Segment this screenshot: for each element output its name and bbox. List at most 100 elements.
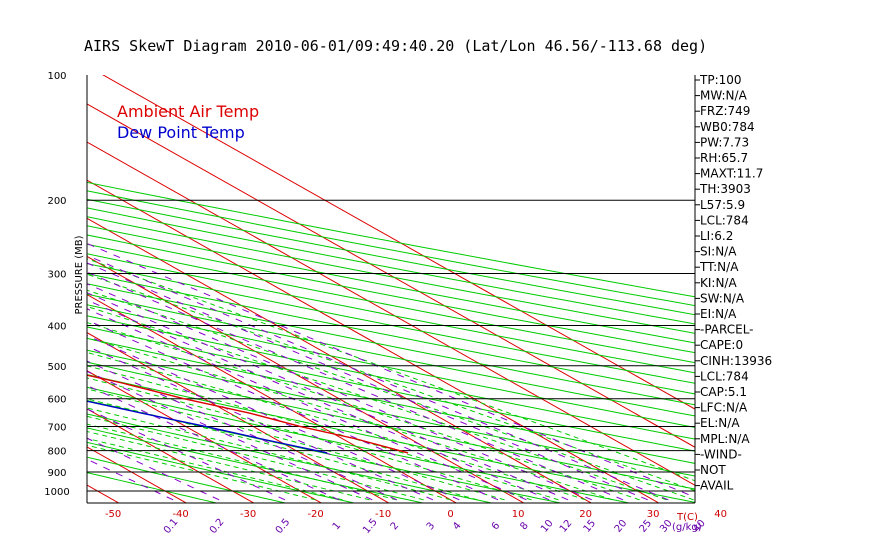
moist-adiabat-line (87, 322, 640, 501)
index-item: -PARCEL- (700, 323, 754, 337)
isotherm-line (87, 293, 458, 503)
pressure-tick-label: 400 (47, 321, 66, 332)
mixing-ratio-line (87, 262, 648, 501)
dry-adiabat-line (87, 374, 695, 503)
mixing-ratio-unit: (g/kg) (672, 522, 702, 533)
mixing-ratio-label: 12 (558, 518, 575, 535)
bottom-temp-tick-label: -10 (375, 509, 391, 520)
index-item: EI:N/A (700, 307, 737, 321)
dry-adiabat-line (87, 304, 695, 428)
index-item: SI:N/A (700, 245, 737, 259)
index-item: MW:N/A (700, 89, 748, 103)
moist-adiabat-line (87, 258, 695, 482)
mixing-ratio-line (87, 408, 286, 501)
isotherm-line (87, 103, 695, 448)
mixing-ratio-label: 0.2 (208, 517, 227, 536)
index-item: LCL:784 (700, 369, 749, 383)
mixing-ratio-line (87, 384, 340, 501)
bottom-temp-tick-label: -40 (172, 509, 188, 520)
pressure-tick-label: 1000 (44, 487, 69, 498)
dry-adiabat-line (87, 472, 219, 503)
mixing-ratio-line (87, 254, 669, 501)
moist-adiabat-line (87, 444, 316, 501)
dry-adiabat-line (87, 456, 288, 503)
isotherm-line (0, 56, 55, 505)
index-item: FRZ:749 (700, 104, 750, 118)
plot-frame (86, 75, 696, 504)
index-item: RH:65.7 (700, 151, 748, 165)
mixing-ratio-label: 8 (518, 520, 531, 532)
index-item: WB0:784 (700, 120, 755, 134)
isotherm-line (87, 408, 255, 503)
index-item: CINH:13936 (700, 354, 772, 368)
index-item: MPL:N/A (700, 432, 750, 446)
bottom-temp-tick-label: 20 (579, 509, 592, 520)
index-item: EL:N/A (700, 416, 740, 430)
mixing-ratio-label: 6 (490, 520, 503, 532)
dry-adiabat-line (87, 326, 695, 452)
dry-adiabat-line (87, 207, 695, 325)
index-item: TP:100 (699, 73, 742, 87)
background-lines (0, 56, 695, 505)
pressure-tick-label: 600 (47, 395, 66, 406)
moist-adiabat-line (87, 273, 695, 492)
bottom-temp-tick-label: 30 (647, 509, 660, 520)
index-item: -WIND- (700, 447, 742, 461)
profiles (87, 374, 409, 454)
bottom-temp-tick-label: -50 (105, 509, 121, 520)
mixing-ratio-line (87, 292, 569, 501)
mixing-ratio-line (87, 437, 220, 501)
bottom-temp-tick-label: -20 (307, 509, 323, 520)
mixing-ratio-label: 2 (389, 520, 402, 532)
mixing-ratio-line (87, 370, 373, 501)
index-item: L57:5.9 (700, 198, 745, 212)
isotherm-line (87, 370, 323, 503)
index-item: LI:6.2 (700, 229, 733, 243)
legend-dew-point-temp: Dew Point Temp (117, 123, 245, 142)
dry-adiabat-line (87, 198, 695, 316)
moist-adiabat-line (87, 305, 667, 501)
dry-adiabat-line (87, 225, 695, 344)
mixing-ratio-line (87, 242, 695, 498)
index-item: SW:N/A (700, 291, 745, 305)
moist-adiabat-line (87, 407, 451, 501)
mixing-ratio-label: 15 (582, 518, 599, 535)
dry-adiabat-line (87, 427, 426, 503)
moist-adiabat-line (87, 352, 586, 501)
mixing-ratio-line (87, 283, 592, 501)
x-axis-label: T(C) (676, 512, 698, 523)
legend-ambient-air-temp: Ambient Air Temp (117, 102, 259, 121)
mixing-ratio-label: 4 (451, 520, 464, 532)
mixing-ratio-label: 3 (425, 520, 438, 532)
index-item: CAP:5.1 (700, 385, 747, 399)
pressure-tick-label: 900 (47, 468, 66, 479)
pressure-tick-label: 800 (47, 447, 66, 458)
dry-adiabat-line (87, 283, 695, 406)
dry-adiabat-line (87, 216, 695, 334)
legend: Ambient Air Temp Dew Point Temp (117, 102, 259, 142)
dry-adiabat-line (87, 349, 695, 477)
pressure-tick-labels: 100 200 300 400 500 600 700 800 900 1000 (44, 71, 69, 498)
index-item: KI:N/A (700, 276, 737, 290)
index-item: AVAIL (700, 479, 734, 493)
index-item: CAPE:0 (700, 338, 743, 352)
mixing-ratio-label: 20 (613, 518, 630, 535)
index-item: MAXT:11.7 (700, 167, 763, 181)
pressure-tick-label: 700 (47, 423, 66, 434)
y-axis-label: PRESSURE (MB) (74, 235, 85, 314)
index-item: TT:N/A (699, 260, 739, 274)
dry-adiabat-line (87, 293, 695, 417)
dry-adiabat-line (87, 399, 563, 503)
mixing-ratio-line (87, 360, 398, 501)
bottom-temp-tick-label: 40 (714, 509, 727, 520)
pressure-tick-label: 500 (47, 362, 66, 373)
series-line (87, 400, 328, 454)
dry-adiabat-line (87, 441, 357, 503)
mixing-ratio-line (87, 271, 624, 501)
mixing-ratio-label: 25 (638, 518, 655, 535)
chart-title: AIRS SkewT Diagram 2010-06-01/09:49:40.2… (84, 37, 707, 55)
bottom-temperature-tick-labels: -50 -40 -30 -20 -10 0 10 20 30 40 (105, 509, 727, 520)
index-item: LCL:784 (700, 213, 749, 227)
dry-adiabat-line (87, 413, 495, 503)
